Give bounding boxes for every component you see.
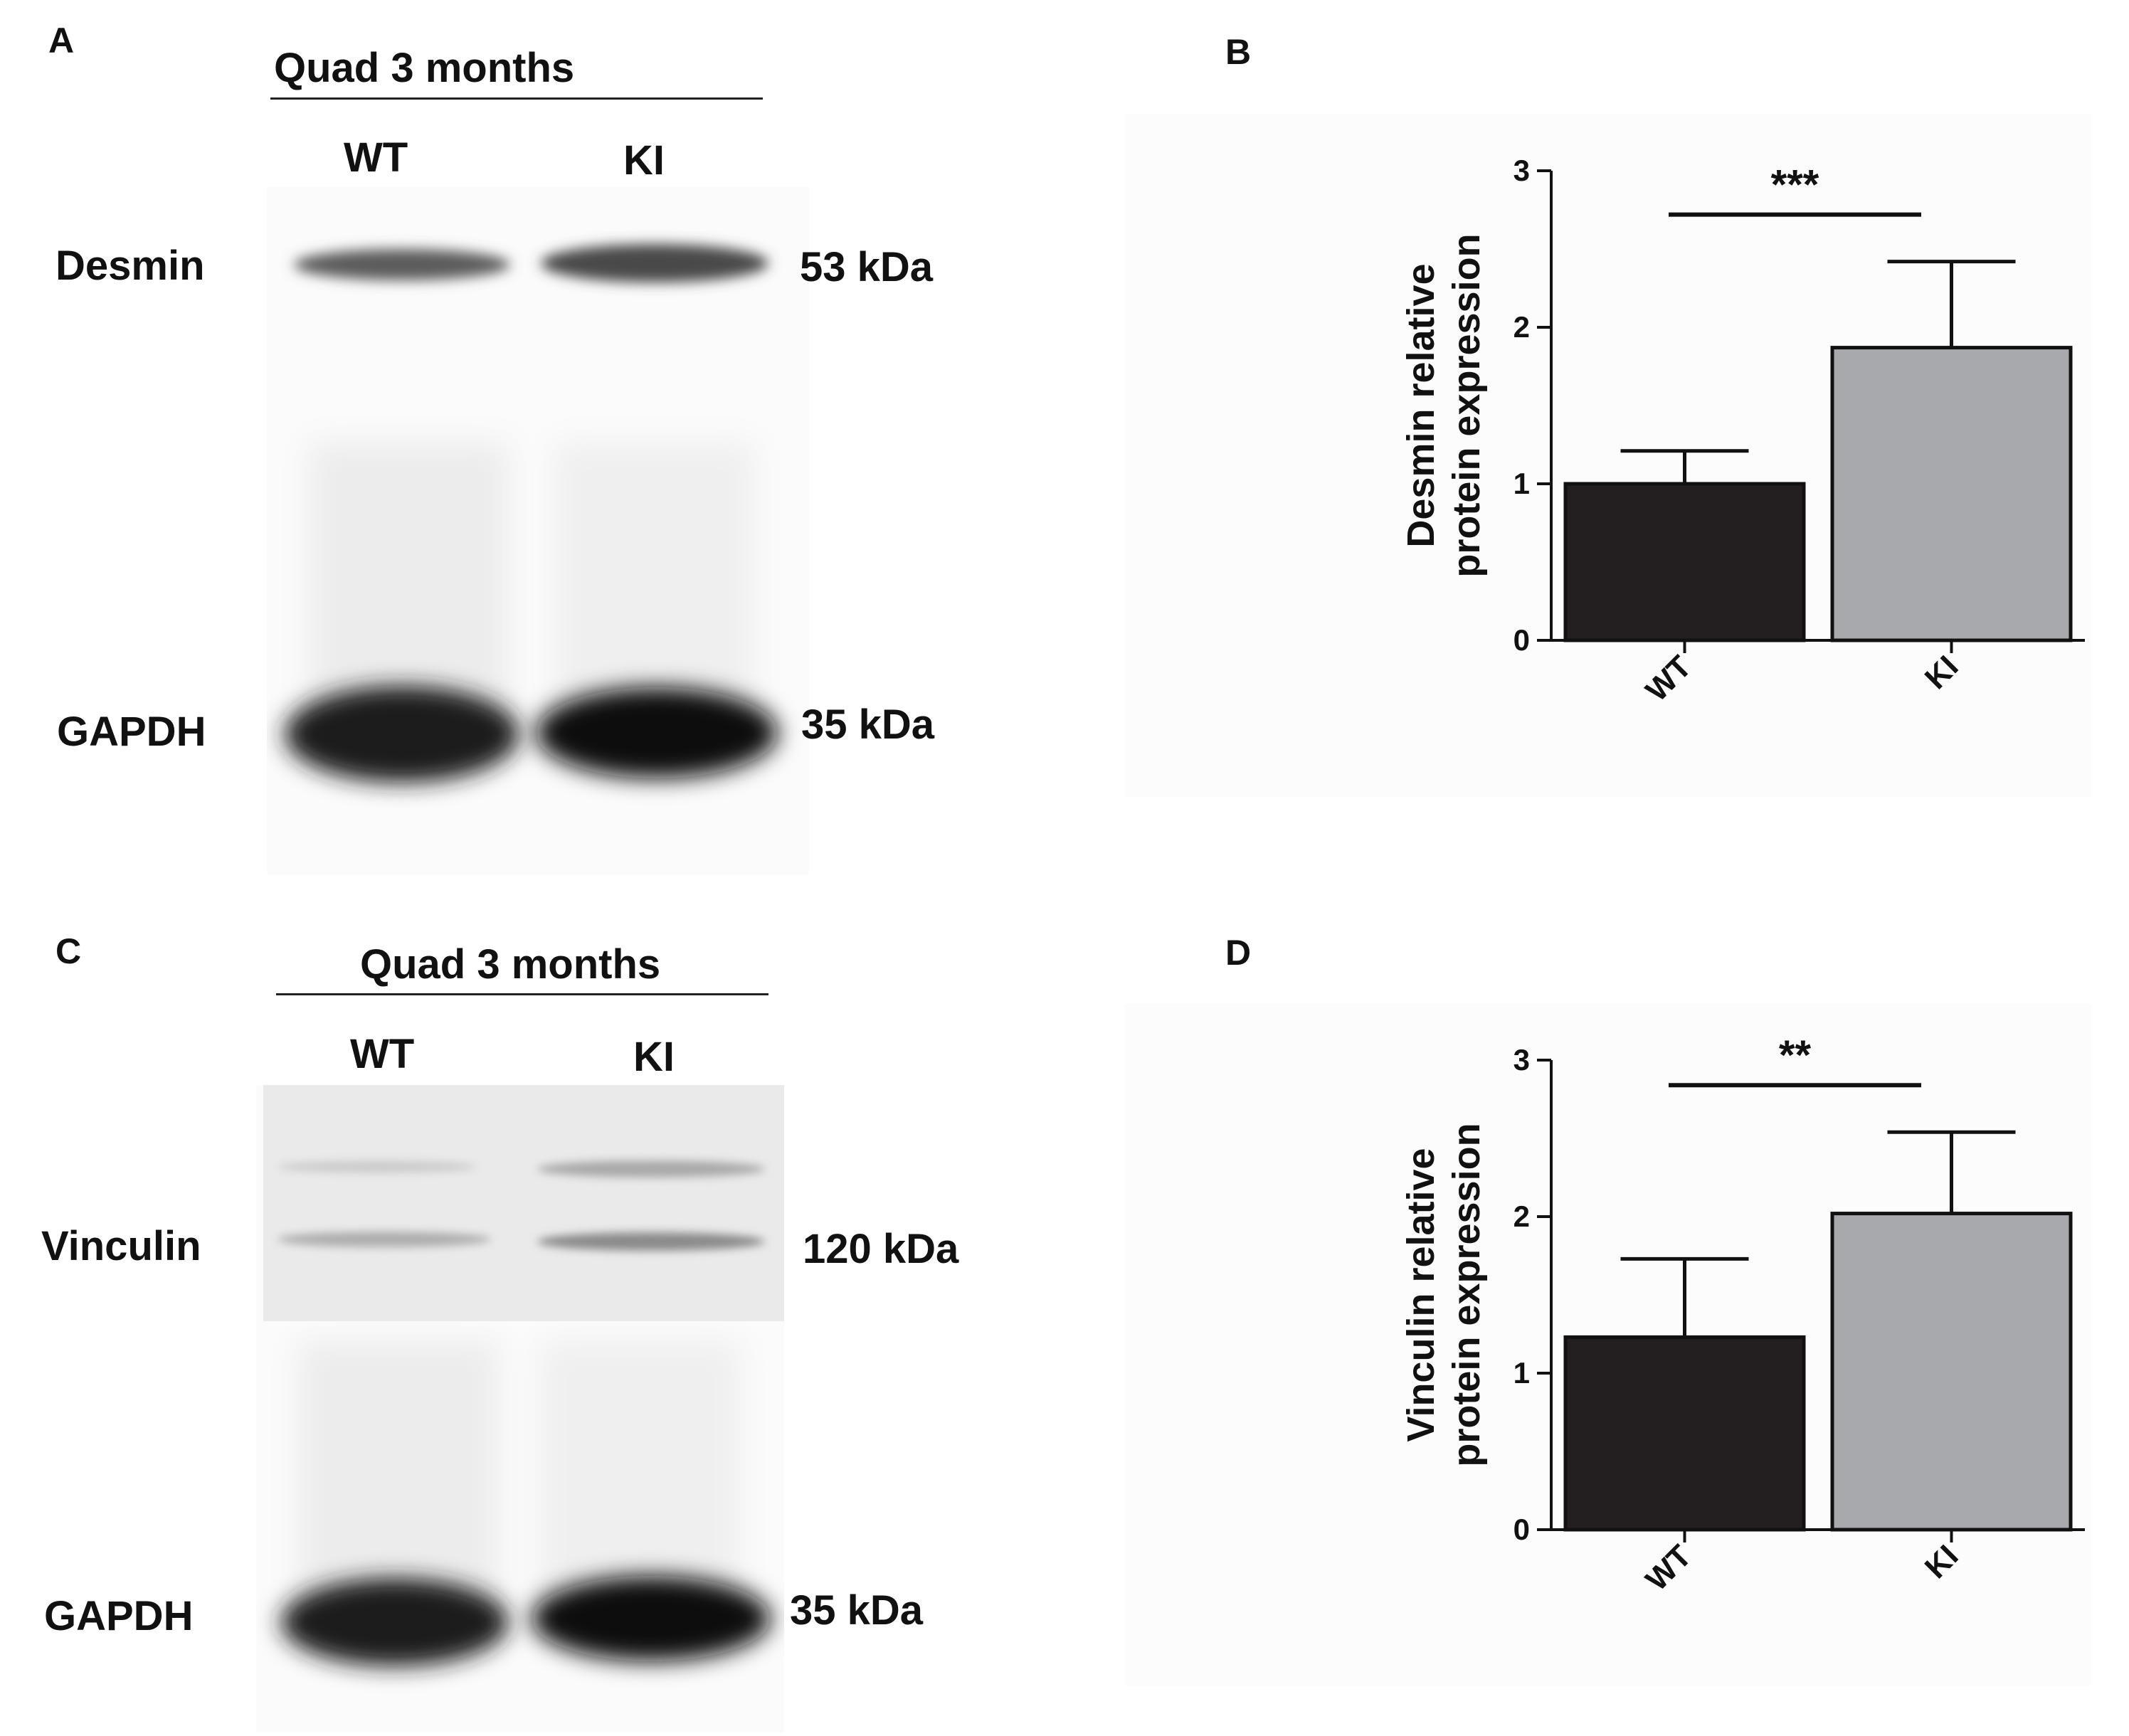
- chart-b-y-label-line2: protein expression: [1445, 233, 1488, 577]
- chart-d-bar-wt: [1563, 1335, 1806, 1532]
- panel-letter-a: A: [48, 21, 75, 60]
- chart-b-bar-wt: [1563, 482, 1806, 642]
- chart-d-y-tick-label: 3: [1513, 1043, 1530, 1076]
- blot-c-lane-wt: WT: [350, 1031, 415, 1077]
- panel-letter-d: D: [1225, 933, 1252, 973]
- blot-c-lane-ki: KI: [633, 1034, 675, 1080]
- chart-d-y-label-line2: protein expression: [1445, 1123, 1488, 1466]
- blot-a-band-gapdh-size: 35 kDa: [801, 702, 935, 748]
- chart-b-y-tick-label: 1: [1513, 467, 1530, 500]
- blot-c-band-vinculin-size: 120 kDa: [803, 1226, 959, 1272]
- chart-b-y-label: Desmin relativeprotein expression: [1400, 233, 1488, 577]
- blot-c-band-vinculin-label: Vinculin: [41, 1223, 201, 1269]
- blot-c-header-rule: [276, 993, 768, 995]
- panel-letter-c: C: [56, 931, 82, 971]
- chart-b-y-label-line1: Desmin relative: [1400, 263, 1442, 547]
- panel-letter-b: B: [1225, 32, 1252, 72]
- chart-b-y-tick-label: 3: [1513, 154, 1530, 187]
- chart-b-y-tick-label: 2: [1513, 310, 1530, 344]
- chart-d-y-tick-label: 2: [1513, 1200, 1530, 1233]
- blot-a-header-rule: [270, 97, 763, 100]
- chart-b-significance-label: ***: [1771, 162, 1819, 208]
- chart-d-y-label: Vinculin relativeprotein expression: [1400, 1123, 1488, 1466]
- blot-a-image: [267, 186, 809, 875]
- blot-c-image: [256, 1085, 784, 1732]
- chart-d-y-label-line1: Vinculin relative: [1400, 1148, 1442, 1441]
- chart-b-y-tick-label: 0: [1513, 623, 1530, 657]
- blot-a-band-gapdh-label: GAPDH: [57, 709, 206, 755]
- blot-c-band-gapdh-size: 35 kDa: [790, 1587, 924, 1634]
- blot-a-band-desmin-label: Desmin: [56, 243, 205, 289]
- blot-a-header: Quad 3 months: [274, 45, 575, 91]
- chart-b-bar-ki: [1830, 346, 2073, 642]
- blot-a-lane-wt: WT: [344, 134, 408, 181]
- chart-d-y-tick-label: 0: [1513, 1513, 1530, 1546]
- blot-c-band-gapdh-label: GAPDH: [44, 1593, 194, 1639]
- chart-d-significance-label: **: [1779, 1032, 1812, 1079]
- chart-d-y-tick-label: 1: [1513, 1356, 1530, 1390]
- chart-d-bar-ki: [1830, 1212, 2073, 1532]
- blot-a-lane-ki: KI: [623, 137, 665, 184]
- blot-a-band-desmin-size: 53 kDa: [800, 244, 934, 290]
- blot-c-header: Quad 3 months: [360, 941, 661, 988]
